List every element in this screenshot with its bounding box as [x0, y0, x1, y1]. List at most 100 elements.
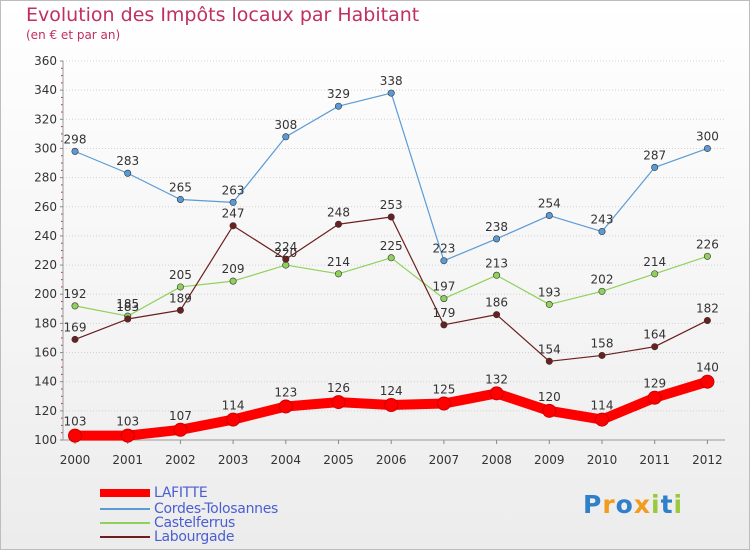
data-point: [595, 412, 609, 427]
data-label: 263: [222, 183, 245, 197]
data-label: 238: [485, 220, 508, 234]
y-tick-label: 220: [34, 258, 57, 272]
data-point: [282, 133, 290, 141]
data-label: 197: [432, 280, 455, 294]
data-label: 287: [643, 148, 666, 162]
data-point: [229, 222, 237, 230]
data-point: [545, 212, 553, 220]
data-label: 125: [432, 383, 455, 397]
data-point: [545, 357, 553, 365]
data-label: 247: [222, 207, 245, 221]
data-label: 300: [696, 129, 719, 143]
data-label: 189: [169, 291, 192, 305]
data-point: [176, 306, 184, 314]
data-label: 214: [327, 255, 350, 269]
data-point: [226, 412, 241, 427]
data-label: 186: [485, 296, 508, 310]
data-point: [176, 283, 184, 291]
logo-letter: o: [615, 490, 634, 519]
data-point: [71, 147, 79, 155]
logo-letter: i: [673, 490, 684, 519]
x-tick-label: 2004: [271, 453, 302, 467]
proxiti-logo: Proxiti: [583, 490, 683, 519]
data-point: [647, 390, 662, 405]
data-label: 243: [591, 213, 614, 227]
data-label: 283: [116, 154, 139, 168]
data-label: 158: [591, 336, 614, 350]
logo-letter: r: [602, 490, 616, 519]
data-point: [68, 428, 82, 443]
data-point: [334, 270, 342, 278]
data-label: 129: [643, 377, 666, 391]
data-point: [440, 321, 448, 329]
data-label: 265: [169, 180, 192, 194]
y-tick-label: 240: [34, 229, 57, 243]
data-label: 254: [538, 197, 561, 211]
data-label: 192: [64, 287, 87, 301]
data-label: 124: [380, 384, 403, 398]
y-tick-label: 160: [34, 346, 57, 360]
y-tick-label: 340: [34, 83, 57, 97]
legend-item: Castelferrus: [100, 515, 236, 531]
data-point: [493, 271, 501, 279]
data-point: [651, 270, 659, 278]
data-label: 103: [116, 415, 139, 429]
data-label: 214: [643, 255, 666, 269]
y-tick-label: 260: [34, 200, 57, 214]
data-label: 205: [169, 268, 192, 282]
data-point: [703, 316, 711, 324]
x-tick-label: 2003: [218, 453, 249, 467]
data-label: 220: [274, 246, 297, 260]
legend-label: Castelferrus: [154, 515, 236, 531]
data-point: [387, 89, 395, 97]
data-point: [176, 195, 184, 203]
y-tick-label: 200: [34, 287, 57, 301]
data-point: [334, 102, 342, 110]
data-label: 179: [432, 306, 455, 320]
x-tick-label: 2012: [692, 453, 723, 467]
data-label: 209: [222, 262, 245, 276]
y-tick-label: 280: [34, 171, 57, 185]
data-point: [120, 428, 135, 443]
data-point: [703, 252, 711, 260]
logo-letter: x: [633, 490, 651, 519]
data-point: [703, 144, 711, 152]
legend-label: Labourgade: [154, 529, 235, 545]
data-label: 126: [327, 381, 350, 395]
x-tick-label: 2006: [376, 453, 407, 467]
y-tick-label: 120: [34, 404, 57, 418]
legend-label: LAFITTE: [154, 485, 208, 501]
legend-swatch: [100, 508, 150, 510]
data-label: 182: [696, 301, 719, 315]
x-tick-label: 2009: [534, 453, 565, 467]
data-point: [229, 277, 237, 285]
logo-letter: t: [660, 490, 674, 519]
chart-subtitle: (en € et par an): [26, 28, 121, 42]
data-label: 154: [538, 342, 561, 356]
x-tick-label: 2002: [165, 453, 196, 467]
logo-letter: P: [583, 490, 603, 519]
data-label: 164: [643, 328, 666, 342]
data-point: [598, 228, 606, 236]
data-point: [700, 374, 715, 389]
data-point: [542, 403, 557, 418]
data-point: [545, 300, 553, 308]
data-point: [598, 287, 606, 295]
data-point: [493, 235, 501, 243]
data-point: [651, 343, 659, 351]
data-label: 120: [538, 390, 561, 404]
data-label: 338: [380, 74, 403, 88]
data-label: 213: [485, 256, 508, 270]
x-tick-label: 2010: [587, 453, 618, 467]
data-label: 202: [591, 272, 614, 286]
data-label: 123: [274, 385, 297, 399]
data-point: [436, 396, 451, 411]
data-point: [71, 335, 79, 343]
data-label: 298: [64, 132, 87, 146]
x-tick-label: 2008: [481, 453, 512, 467]
data-point: [124, 315, 132, 323]
data-point: [173, 422, 188, 437]
data-label: 107: [169, 409, 192, 423]
data-label: 169: [64, 320, 87, 334]
